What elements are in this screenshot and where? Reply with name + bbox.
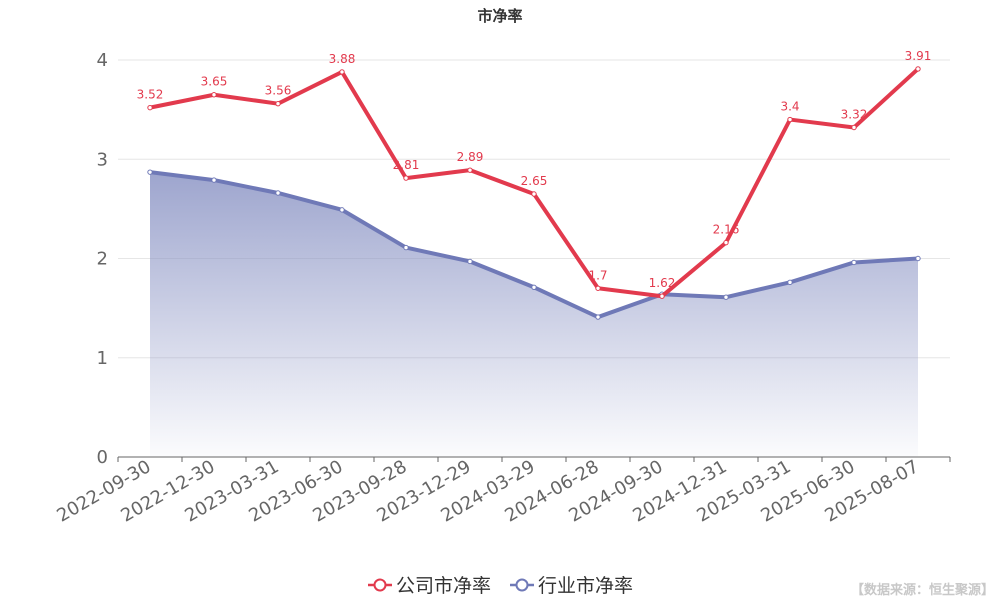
- chart-title: 市净率: [477, 7, 522, 25]
- data-point[interactable]: [723, 294, 729, 300]
- industry-area-fill: [150, 172, 918, 457]
- legend-label: 公司市净率: [396, 575, 491, 597]
- y-tick-label: 4: [97, 50, 108, 71]
- data-point[interactable]: [211, 92, 217, 98]
- data-point[interactable]: [403, 244, 409, 251]
- data-label: 2.81: [393, 158, 420, 172]
- data-point[interactable]: [851, 124, 857, 131]
- data-point[interactable]: [787, 279, 793, 286]
- data-point[interactable]: [595, 314, 601, 320]
- data-point[interactable]: [275, 100, 281, 107]
- data-label: 2.65: [521, 174, 548, 188]
- data-label: 3.65: [201, 75, 228, 89]
- data-label: 1.7: [588, 268, 607, 282]
- data-point[interactable]: [723, 239, 729, 246]
- data-point[interactable]: [915, 255, 921, 262]
- data-point[interactable]: [659, 293, 665, 299]
- data-point[interactable]: [787, 116, 793, 123]
- y-tick-label: 2: [97, 249, 108, 270]
- data-point[interactable]: [915, 66, 921, 72]
- data-point[interactable]: [531, 191, 537, 197]
- data-label: 3.56: [265, 84, 292, 98]
- data-label: 3.32: [841, 107, 868, 121]
- data-point[interactable]: [147, 104, 153, 111]
- y-tick-label: 1: [97, 348, 108, 369]
- legend-item-company[interactable]: 公司市净率: [368, 575, 491, 597]
- legend-label: 行业市净率: [538, 575, 633, 597]
- legend-marker-icon: [373, 578, 387, 592]
- data-label: 3.52: [137, 88, 164, 102]
- data-point[interactable]: [211, 177, 217, 183]
- data-label: 2.16: [713, 223, 740, 237]
- data-label: 3.88: [329, 52, 356, 66]
- y-tick-label: 3: [97, 149, 108, 170]
- data-point[interactable]: [467, 167, 473, 173]
- data-label: 3.91: [905, 49, 932, 63]
- data-label: 1.62: [649, 276, 676, 290]
- company-series: 3.52 3.65 3.56 3.88 2.81 2.89 2.65 1.7 1.62 2.16 3…: [137, 49, 932, 299]
- data-label: 3.4: [780, 100, 799, 114]
- legend[interactable]: 公司市净率 行业市净率: [368, 575, 633, 597]
- data-point[interactable]: [147, 169, 153, 175]
- industry-area: [150, 172, 918, 457]
- data-point[interactable]: [339, 69, 345, 75]
- y-tick-label: 0: [97, 447, 108, 468]
- y-axis: 0 1 2 3 4: [97, 50, 108, 468]
- data-point[interactable]: [467, 258, 473, 265]
- series-lines: 3.52 3.65 3.56 3.88 2.81 2.89 2.65 1.7 1.62 2.16 3…: [137, 49, 932, 320]
- industry-series: [147, 169, 921, 320]
- data-point[interactable]: [531, 284, 537, 290]
- data-point[interactable]: [275, 190, 281, 196]
- data-point[interactable]: [595, 285, 601, 291]
- data-point[interactable]: [403, 175, 409, 181]
- x-axis: 2022-09-302022-12-302023-03-312023-06-30…: [53, 456, 951, 527]
- legend-item-industry[interactable]: 行业市净率: [510, 575, 633, 597]
- data-point[interactable]: [339, 207, 345, 213]
- data-point[interactable]: [851, 259, 857, 266]
- data-label: 2.89: [457, 150, 484, 164]
- legend-marker-icon: [515, 578, 529, 592]
- data-source-label: 【数据来源：恒生聚源】: [851, 582, 994, 598]
